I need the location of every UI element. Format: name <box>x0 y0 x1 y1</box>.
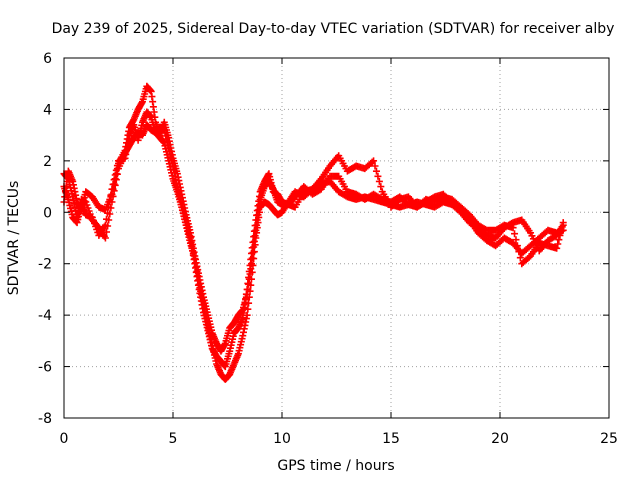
x-tick-labels: 0 5 10 15 20 25 <box>60 431 618 447</box>
data-point <box>109 180 117 188</box>
data-point <box>558 223 566 231</box>
data-point <box>110 176 118 184</box>
y-tick-label: -2 <box>38 257 52 273</box>
data-point <box>377 183 385 191</box>
data-point <box>511 230 519 238</box>
data-point <box>555 236 563 244</box>
y-tick-label: 2 <box>43 154 52 170</box>
series-track-b <box>60 82 567 355</box>
y-tick-label: 0 <box>43 205 52 221</box>
data-point <box>368 158 376 166</box>
data-point <box>246 261 254 269</box>
data-point <box>112 166 120 174</box>
data-point <box>247 255 255 263</box>
data-point <box>371 162 379 170</box>
x-tick-label: 25 <box>600 431 618 447</box>
data-point <box>106 197 114 205</box>
y-tick-label: -4 <box>38 308 52 324</box>
series-track-c <box>60 108 567 371</box>
x-tick-label: 20 <box>491 431 509 447</box>
data-point <box>557 227 565 235</box>
data-point <box>103 215 111 223</box>
data-point <box>111 171 119 179</box>
data-point <box>245 267 253 275</box>
x-axis-label: GPS time / hours <box>277 458 394 474</box>
data-point <box>375 177 383 185</box>
data-point <box>516 254 524 262</box>
data-point <box>370 157 378 165</box>
x-tick-label: 0 <box>60 431 69 447</box>
plot-frame <box>63 57 610 419</box>
y-tick-labels: -8 -6 -4 -2 0 2 4 6 <box>38 51 52 427</box>
chart-title: Day 239 of 2025, Sidereal Day-to-day VTE… <box>52 21 615 37</box>
y-tick-label: 6 <box>43 51 52 67</box>
data-point <box>559 219 567 227</box>
x-tick-label: 10 <box>273 431 291 447</box>
data-point <box>113 162 121 170</box>
data-point <box>243 311 251 319</box>
x-tick-label: 15 <box>382 431 400 447</box>
x-tick-label: 5 <box>169 431 178 447</box>
data-point <box>101 234 109 242</box>
y-tick-label: -8 <box>38 411 52 427</box>
data-point <box>372 167 380 175</box>
axis-ticks <box>63 57 610 419</box>
data-point <box>105 203 113 211</box>
data-point <box>515 248 523 256</box>
y-tick-label: 4 <box>43 102 52 118</box>
data-point <box>509 224 517 232</box>
data-point <box>513 242 521 250</box>
data-point <box>244 305 252 313</box>
data-point <box>554 240 562 248</box>
data-point <box>244 279 252 287</box>
data-point <box>512 236 520 244</box>
data-point <box>556 231 564 239</box>
data-point <box>108 185 116 193</box>
data-points <box>60 82 567 383</box>
data-point <box>553 244 561 252</box>
data-point <box>107 191 115 199</box>
y-axis-label: SDTVAR / TECUs <box>6 181 22 296</box>
data-point <box>104 209 112 217</box>
data-point <box>101 221 109 229</box>
data-point <box>245 273 253 281</box>
data-point <box>243 285 251 293</box>
data-point <box>374 172 382 180</box>
y-tick-label: -6 <box>38 360 52 376</box>
